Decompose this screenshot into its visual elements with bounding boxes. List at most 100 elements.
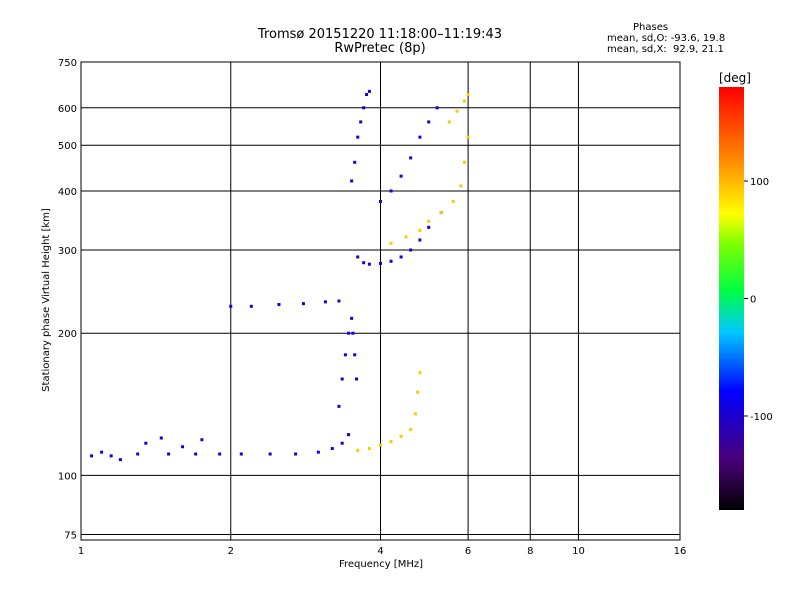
stats-x-mode: mean, sd,X: 92.9, 21.1: [607, 44, 724, 55]
data-point-x: [451, 200, 455, 204]
data-point-o: [337, 404, 341, 408]
data-point-o: [351, 331, 355, 335]
data-point-o: [435, 106, 439, 110]
x-tick-label: 10: [572, 546, 585, 557]
data-point-o: [350, 179, 354, 183]
data-point-o: [379, 261, 382, 265]
data-point-o: [316, 450, 320, 454]
y-tick-label: 500: [58, 141, 77, 152]
data-point-x: [459, 184, 463, 188]
y-tick-label: 100: [58, 471, 77, 482]
data-point-x: [418, 228, 422, 232]
data-point-o: [181, 445, 185, 449]
data-point-o: [379, 200, 382, 204]
data-point-o: [389, 259, 393, 263]
x-axis-label: Frequency [MHz]: [339, 559, 423, 570]
x-tick-label: 1: [78, 546, 84, 557]
colorbar: [719, 87, 744, 510]
data-point-o: [301, 302, 305, 306]
colorbar-tick-label: 100: [750, 177, 769, 188]
y-tick-label: 300: [58, 246, 77, 257]
data-point-o: [330, 447, 334, 451]
chart-title: Tromsø 20151220 11:18:00–11:19:43: [257, 27, 503, 42]
data-point-o: [323, 300, 327, 304]
data-point-x: [462, 99, 466, 103]
data-point-o: [347, 331, 351, 335]
data-point-x: [399, 434, 403, 438]
data-point-x: [356, 448, 360, 452]
data-point-o: [399, 255, 403, 259]
data-point-x: [462, 160, 466, 164]
data-point-o: [100, 450, 104, 454]
data-point-o: [194, 452, 198, 456]
y-tick-label: 200: [58, 329, 77, 340]
data-point-x: [389, 241, 393, 245]
data-point-o: [239, 452, 243, 456]
data-point-x: [447, 120, 451, 124]
stats-o-mode: mean, sd,O: -93.6, 19.8: [607, 33, 726, 44]
data-point-o: [427, 225, 431, 229]
data-point-o: [359, 120, 363, 124]
colorbar-tick-label: 0: [750, 295, 756, 306]
data-point-x: [466, 93, 470, 97]
data-point-o: [109, 454, 113, 458]
data-point-o: [159, 436, 163, 440]
data-point-x: [455, 109, 459, 113]
data-point-o: [294, 452, 298, 456]
stats-heading: Phases: [633, 22, 669, 33]
data-point-o: [362, 261, 366, 265]
data-point-o: [353, 353, 357, 357]
data-point-o: [356, 135, 360, 139]
data-point-o: [409, 156, 413, 160]
data-point-o: [167, 452, 171, 456]
data-point-x: [439, 211, 443, 215]
data-point-o: [268, 452, 272, 456]
data-point-o: [136, 452, 140, 456]
data-point-o: [365, 93, 369, 97]
data-point-x: [427, 219, 431, 223]
data-point-x: [404, 235, 408, 239]
data-point-o: [337, 299, 341, 303]
data-point-o: [200, 438, 204, 442]
data-point-x: [379, 443, 382, 447]
x-tick-label: 4: [377, 546, 383, 557]
data-point-o: [144, 441, 148, 445]
colorbar-tick-label: -100: [750, 412, 773, 423]
data-point-o: [355, 377, 359, 381]
data-point-o: [347, 433, 351, 437]
data-point-o: [399, 174, 403, 178]
data-point-o: [340, 377, 344, 381]
x-tick-label: 6: [465, 546, 471, 557]
data-point-o: [409, 248, 413, 252]
y-tick-label: 600: [58, 104, 77, 115]
data-point-o: [350, 316, 354, 320]
data-point-x: [418, 371, 422, 375]
data-point-o: [389, 189, 393, 193]
data-point-o: [118, 458, 122, 462]
data-point-o: [249, 304, 253, 308]
data-point-o: [418, 135, 422, 139]
x-tick-label: 2: [228, 546, 234, 557]
y-axis-label: Stationary phase Virtual Height [km]: [41, 208, 52, 392]
data-point-x: [466, 135, 470, 139]
data-point-x: [389, 439, 393, 443]
data-point-o: [427, 120, 431, 124]
data-point-x: [413, 412, 417, 416]
data-point-o: [277, 303, 281, 307]
x-tick-label: 8: [527, 546, 533, 557]
data-point-o: [418, 238, 422, 242]
data-point-o: [356, 255, 360, 259]
data-point-o: [343, 353, 347, 357]
x-tick-label: 16: [674, 546, 687, 557]
data-point-o: [367, 262, 371, 266]
data-point-x: [409, 428, 413, 432]
data-point-o: [229, 304, 233, 308]
data-point-o: [90, 454, 94, 458]
y-tick-label: 400: [58, 187, 77, 198]
data-point-o: [362, 106, 366, 110]
data-point-x: [367, 447, 371, 451]
y-tick-label: 750: [58, 58, 77, 69]
data-point-x: [416, 390, 420, 394]
data-point-o: [353, 160, 357, 164]
